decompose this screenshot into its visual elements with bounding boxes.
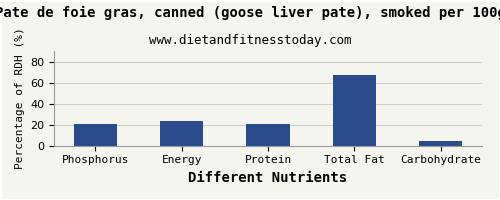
- Bar: [74, 124, 117, 146]
- Bar: [333, 75, 376, 146]
- Text: Pate de foie gras, canned (goose liver pate), smoked per 100g: Pate de foie gras, canned (goose liver p…: [0, 6, 500, 20]
- Y-axis label: Percentage of RDH (%): Percentage of RDH (%): [15, 27, 25, 169]
- X-axis label: Different Nutrients: Different Nutrients: [188, 171, 348, 185]
- Bar: [419, 141, 463, 146]
- Bar: [160, 121, 204, 146]
- Text: www.dietandfitnesstoday.com: www.dietandfitnesstoday.com: [149, 34, 351, 47]
- Bar: [246, 124, 290, 146]
